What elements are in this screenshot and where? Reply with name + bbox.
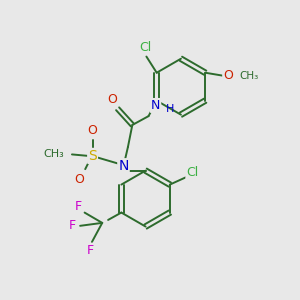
Text: S: S — [88, 149, 97, 163]
Text: F: F — [75, 200, 82, 213]
Text: O: O — [107, 93, 117, 106]
Text: Cl: Cl — [186, 166, 199, 179]
Text: H: H — [166, 104, 174, 114]
Text: O: O — [88, 124, 98, 137]
Text: O: O — [223, 69, 233, 82]
Text: F: F — [69, 219, 76, 232]
Text: N: N — [151, 99, 160, 112]
Text: O: O — [74, 173, 84, 186]
Text: F: F — [87, 244, 94, 257]
Text: CH₃: CH₃ — [239, 71, 258, 81]
Text: CH₃: CH₃ — [44, 149, 64, 159]
Text: Cl: Cl — [139, 41, 151, 54]
Text: N: N — [118, 159, 129, 173]
